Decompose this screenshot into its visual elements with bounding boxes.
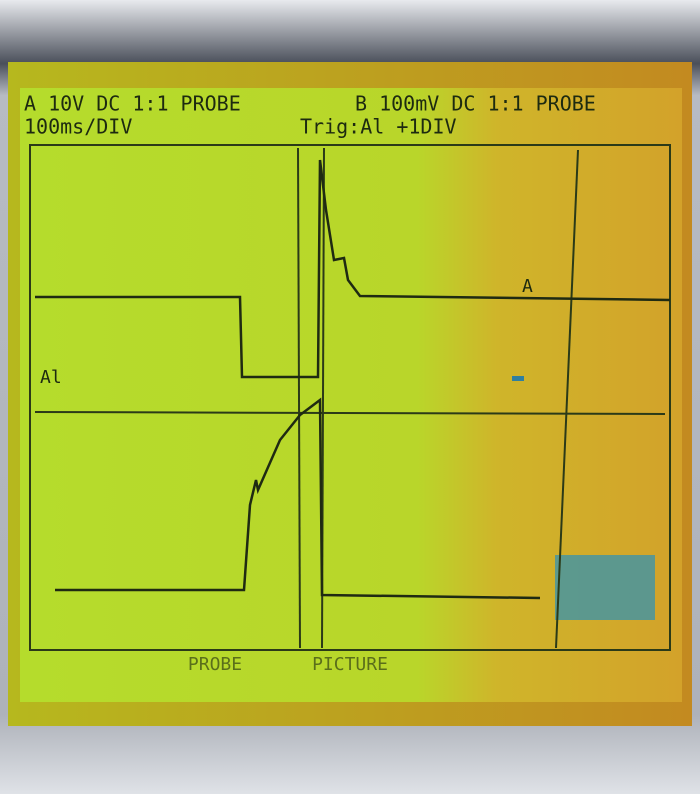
timebase: 100ms/DIV bbox=[24, 115, 132, 139]
channel-a-setting: A 10V DC 1:1 PROBE bbox=[24, 92, 241, 116]
page: A 10V DC 1:1 PROBE B 100mV DC 1:1 PROBE … bbox=[0, 0, 700, 794]
channel-b-setting: B 100mV DC 1:1 PROBE bbox=[355, 92, 596, 116]
trace-a-label: A bbox=[522, 276, 533, 297]
menu-item: PICTURE bbox=[312, 654, 388, 675]
menu-item: PROBE bbox=[188, 654, 242, 675]
oscilloscope-photo: A 10V DC 1:1 PROBE B 100mV DC 1:1 PROBE … bbox=[0, 0, 700, 794]
trigger-level-label: Al bbox=[40, 367, 62, 388]
marker bbox=[512, 376, 524, 381]
glare bbox=[555, 555, 655, 620]
trigger-setting: Trig:Al +1DIV bbox=[300, 115, 457, 139]
